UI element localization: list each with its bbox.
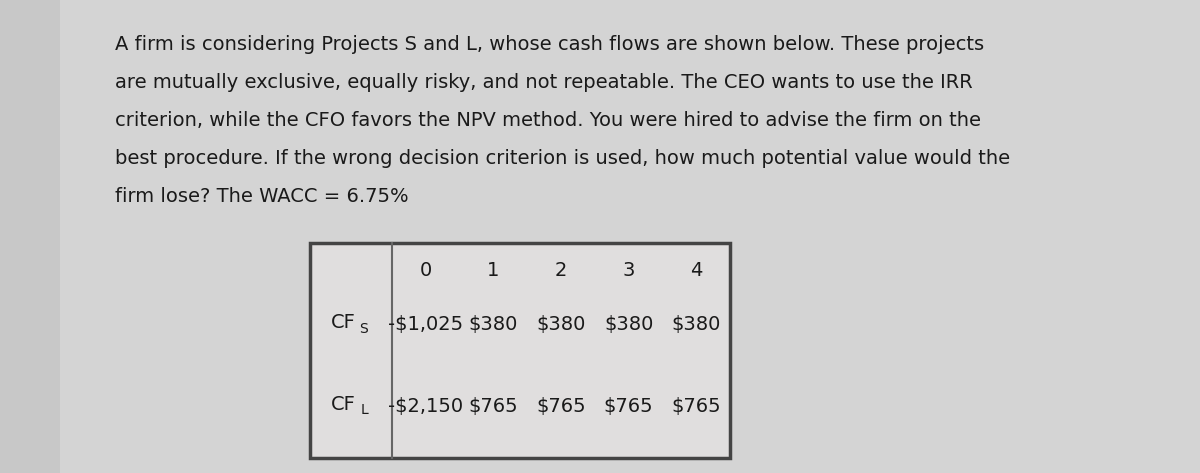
Text: 3: 3: [623, 262, 635, 280]
Text: L: L: [360, 403, 368, 417]
Text: 1: 1: [487, 262, 499, 280]
Text: A firm is considering Projects S and L, whose cash flows are shown below. These : A firm is considering Projects S and L, …: [115, 35, 984, 54]
Text: S: S: [360, 322, 368, 336]
Text: $765: $765: [604, 397, 654, 416]
Text: $380: $380: [672, 315, 721, 334]
Text: $765: $765: [468, 397, 518, 416]
Text: 4: 4: [690, 262, 702, 280]
Text: are mutually exclusive, equally risky, and not repeatable. The CEO wants to use : are mutually exclusive, equally risky, a…: [115, 73, 973, 92]
Text: criterion, while the CFO favors the NPV method. You were hired to advise the fir: criterion, while the CFO favors the NPV …: [115, 111, 982, 130]
Text: best procedure. If the wrong decision criterion is used, how much potential valu: best procedure. If the wrong decision cr…: [115, 149, 1010, 168]
FancyBboxPatch shape: [60, 0, 1200, 473]
FancyBboxPatch shape: [310, 243, 730, 458]
Text: -$1,025: -$1,025: [389, 315, 463, 334]
Text: firm lose? The WACC = 6.75%: firm lose? The WACC = 6.75%: [115, 187, 409, 206]
Text: $380: $380: [604, 315, 653, 334]
Text: CF: CF: [330, 395, 355, 414]
Text: $765: $765: [536, 397, 586, 416]
Text: $765: $765: [671, 397, 721, 416]
Text: CF: CF: [330, 313, 355, 332]
Text: $380: $380: [469, 315, 518, 334]
Text: 0: 0: [420, 262, 432, 280]
Text: $380: $380: [536, 315, 586, 334]
Text: 2: 2: [554, 262, 568, 280]
Text: -$2,150: -$2,150: [389, 397, 463, 416]
